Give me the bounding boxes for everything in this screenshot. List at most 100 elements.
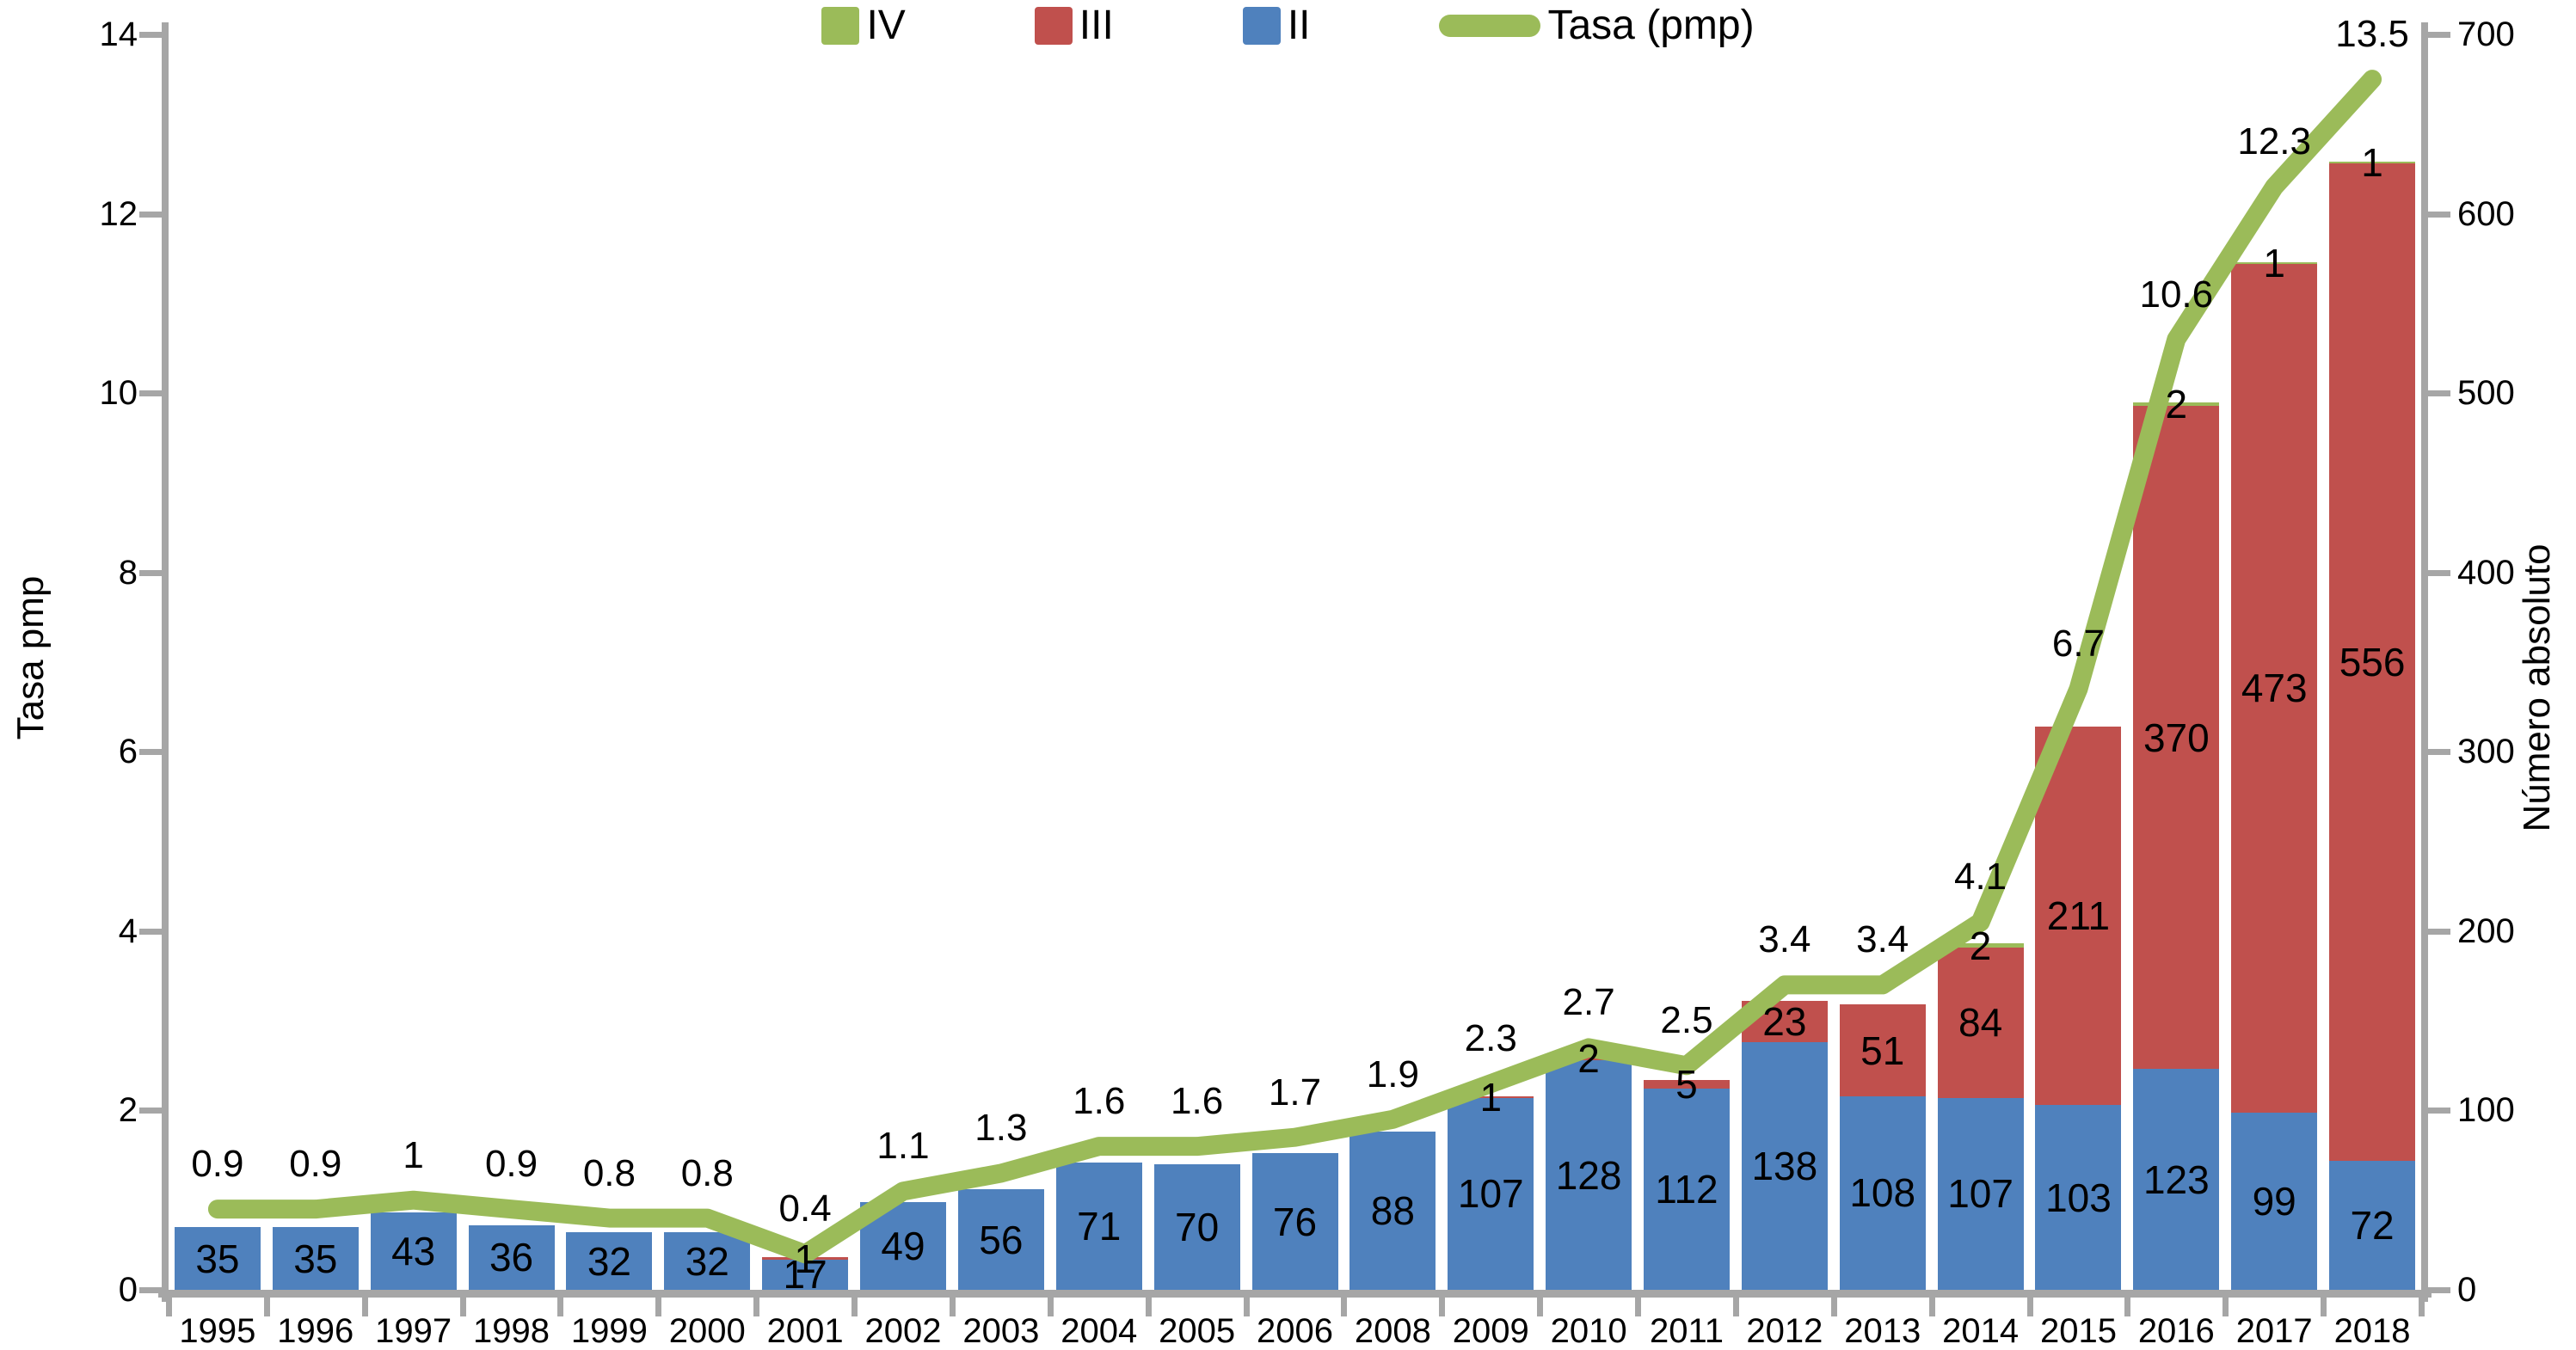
x-axis-tick (1732, 1298, 1739, 1316)
right-axis-tick-label: 600 (2457, 194, 2515, 233)
left-axis-tick (139, 390, 162, 397)
left-axis-tick-label: 12 (99, 194, 138, 233)
legend: IV III II Tasa (pmp) (0, 3, 2576, 48)
line-label-2001: 0.4 (778, 1187, 832, 1230)
right-axis-tick (2428, 390, 2450, 397)
bar-label-iii-2014: 84 (1958, 1000, 2003, 1046)
bar-label-ii-2018: 72 (2350, 1202, 2395, 1248)
bar-label-iii-2016: 370 (2143, 715, 2210, 760)
x-axis-year-label: 1996 (277, 1312, 354, 1350)
x-axis-tick (949, 1298, 956, 1316)
x-axis-tick (2026, 1298, 2033, 1316)
legend-label-ii: II (1287, 3, 1311, 48)
x-axis-tick (1537, 1298, 1544, 1316)
left-axis-tick-label: 8 (118, 553, 138, 592)
x-axis-year-label: 2012 (1746, 1312, 1823, 1350)
right-axis-tick (2428, 211, 2450, 218)
legend-item-iii: III (1034, 3, 1114, 48)
left-axis-tick (139, 211, 162, 218)
left-axis-tick (139, 569, 162, 576)
x-axis-year-label: 2015 (2039, 1312, 2117, 1350)
x-axis-tick (2124, 1298, 2131, 1316)
right-axis-tick-label: 200 (2457, 911, 2515, 950)
x-axis-tick (1243, 1298, 1250, 1316)
bar-label-iii-2018: 556 (2339, 640, 2406, 684)
tasa-pmp-swatch-line-icon (1439, 15, 1541, 37)
x-axis-tick (1047, 1298, 1054, 1316)
left-axis-tick-label: 6 (118, 733, 138, 771)
left-axis-line (162, 22, 169, 1302)
right-axis-tick (2428, 1108, 2450, 1114)
x-axis-line (158, 1290, 2432, 1298)
x-axis-year-label: 2004 (1061, 1312, 1138, 1350)
left-axis-tick-label: 14 (99, 15, 138, 53)
x-axis-year-label: 2011 (1649, 1312, 1724, 1350)
right-axis-tick-label: 500 (2457, 374, 2515, 413)
x-axis-year-label: 1998 (473, 1312, 550, 1350)
right-axis-tick (2428, 569, 2450, 576)
x-axis-tick (753, 1298, 760, 1316)
bar-label-iii-2011: 5 (1675, 1062, 1698, 1108)
x-axis-tick (1341, 1298, 1348, 1316)
x-axis-year-label: 2014 (1942, 1312, 2020, 1350)
right-axis-tick-label: 400 (2457, 553, 2515, 592)
x-axis-year-label: 2009 (1452, 1312, 1529, 1350)
left-axis-tick (139, 32, 162, 38)
right-axis-title: Número absoluto (2516, 543, 2558, 832)
bar-segment-ii-2001 (762, 1259, 849, 1290)
x-axis-tick (1439, 1298, 1446, 1316)
x-axis-year-label: 2008 (1354, 1312, 1431, 1350)
x-axis-tick (166, 1298, 172, 1316)
iv-swatch-square-icon (821, 7, 860, 45)
right-axis-line (2421, 22, 2428, 1302)
ii-swatch-square-icon (1242, 7, 1281, 45)
x-axis-tick (851, 1298, 858, 1316)
x-axis-tick (655, 1298, 662, 1316)
x-axis-year-label: 2013 (1844, 1312, 1921, 1350)
x-axis-tick (361, 1298, 368, 1316)
right-axis-tick (2428, 928, 2450, 935)
right-axis-tick-label: 300 (2457, 733, 2515, 771)
legend-item-ii: II (1242, 3, 1311, 48)
x-axis-year-label: 2003 (962, 1312, 1040, 1350)
right-axis-tick-label: 100 (2457, 1091, 2515, 1130)
line-label-2014: 4.1 (1953, 856, 2007, 899)
legend-label-tasa-pmp: Tasa (pmp) (1547, 3, 1755, 48)
left-axis-tick-label: 0 (118, 1271, 138, 1309)
x-axis-tick (1635, 1298, 1642, 1316)
x-axis-tick (1145, 1298, 1152, 1316)
line-label-2016: 10.6 (2139, 273, 2214, 316)
x-axis-tick (1830, 1298, 1837, 1316)
x-axis-year-label: 2001 (766, 1312, 844, 1350)
right-axis-tick-label: 0 (2457, 1271, 2477, 1309)
x-axis-year-label: 2010 (1550, 1312, 1627, 1350)
left-axis-tick-label: 4 (118, 911, 138, 950)
left-axis-tick-label: 2 (118, 1091, 138, 1130)
right-axis-tick-label: 700 (2457, 15, 2515, 53)
x-axis-year-label: 2017 (2235, 1312, 2313, 1350)
legend-label-iii: III (1079, 3, 1114, 48)
line-label-2017: 12.3 (2237, 120, 2311, 163)
x-axis-year-label: 2000 (668, 1312, 746, 1350)
legend-item-iv: IV (821, 3, 906, 48)
x-axis-tick (2419, 1298, 2425, 1316)
x-axis-tick (2222, 1298, 2229, 1316)
legend-item-tasa-pmp: Tasa (pmp) (1439, 3, 1755, 48)
x-axis-year-label: 2016 (2137, 1312, 2215, 1350)
x-axis-year-label: 2002 (864, 1312, 942, 1350)
x-axis-year-label: 1999 (570, 1312, 648, 1350)
x-axis-year-label: 2018 (2333, 1312, 2411, 1350)
bar-label-iii-2015: 211 (2046, 893, 2111, 939)
x-axis-year-label: 1995 (179, 1312, 256, 1350)
x-axis-tick (263, 1298, 270, 1316)
left-axis-tick (139, 1108, 162, 1114)
left-axis-title: Tasa pmp (9, 575, 52, 740)
x-axis-tick (1928, 1298, 1935, 1316)
line-label-2018: 13.5 (2335, 13, 2409, 56)
line-label-2015: 6.7 (2051, 623, 2106, 666)
x-axis-tick (2321, 1298, 2327, 1316)
left-axis-tick-label: 10 (99, 374, 138, 413)
left-axis-tick (139, 749, 162, 756)
left-axis-tick (139, 928, 162, 935)
